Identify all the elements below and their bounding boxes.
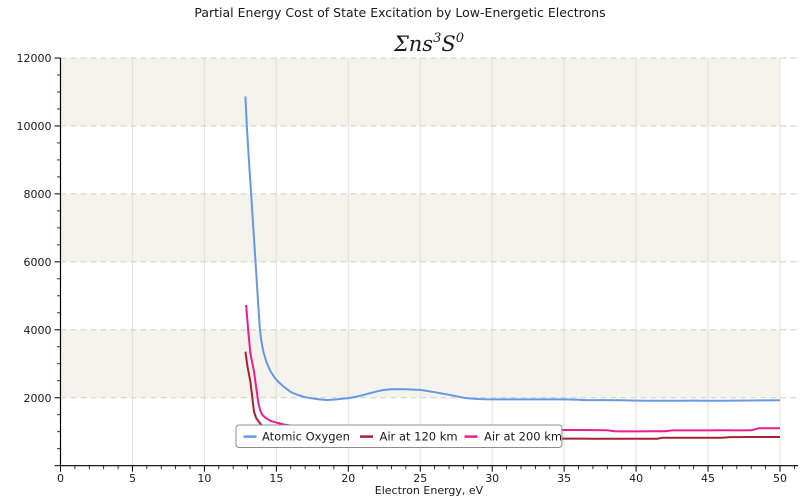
- x-tick-label-5: 5: [129, 472, 136, 485]
- x-tick-label-15: 15: [269, 472, 283, 485]
- x-tick-label-10: 10: [197, 472, 211, 485]
- axes-spines-and-ticks: [54, 57, 798, 472]
- legend: Atomic Oxygen Air at 120 km Air at 200 km: [235, 424, 563, 448]
- x-tick-label-20: 20: [341, 472, 355, 485]
- x-tick-label-45: 45: [701, 472, 715, 485]
- chart-subtitle: Σns3S0: [393, 31, 464, 56]
- y-tick-label-4000: 4000: [24, 324, 52, 337]
- x-tick-label-35: 35: [557, 472, 571, 485]
- chart-title: Partial Energy Cost of State Excitation …: [194, 5, 605, 20]
- y-tick-label-8000: 8000: [24, 188, 52, 201]
- y-tick-label-10000: 10000: [17, 120, 52, 133]
- y-tick-label-12000: 12000: [17, 52, 52, 65]
- series-line-atomic-oxygen: [244, 96, 781, 402]
- legend-label-atomic-oxygen: Atomic Oxygen: [262, 430, 350, 444]
- legend-label-air-at-120-km: Air at 120 km: [380, 430, 458, 444]
- legend-label-air-at-200-km: Air at 200 km: [484, 430, 562, 444]
- x-tick-label-40: 40: [629, 472, 643, 485]
- legend-box: [235, 424, 563, 448]
- y-tick-label-6000: 6000: [24, 256, 52, 269]
- x-tick-label-0: 0: [57, 472, 64, 485]
- x-tick-label-50: 50: [773, 472, 787, 485]
- tick-labels: 0 5 10 15 20 25 30 35 40 45 50 2000 4000 6000 8000 1000…: [17, 52, 788, 485]
- x-tick-label-25: 25: [413, 472, 427, 485]
- x-tick-label-30: 30: [485, 472, 499, 485]
- horizontal-gridlines: [60, 57, 798, 399]
- x-axis-label: Electron Energy, eV: [375, 484, 484, 497]
- y-tick-label-2000: 2000: [24, 392, 52, 405]
